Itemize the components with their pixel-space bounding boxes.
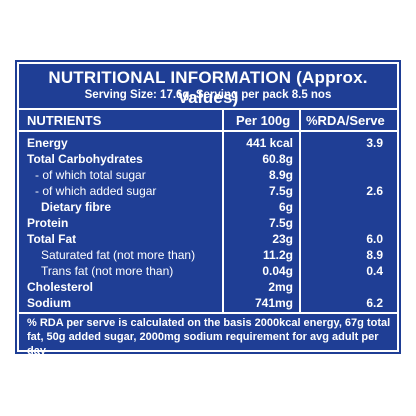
nutrient-name: - of which added sugar [35,184,157,198]
header-nutrients: NUTRIENTS [27,113,102,128]
nutrient-value: 60.8g [262,152,293,166]
divider-footnote [19,312,397,314]
nutrient-name: Total Carbohydrates [27,152,143,166]
nutrient-rda: 8.9 [366,248,383,262]
row-sodium: Sodium 741mg 6.2 [19,296,397,312]
header-per-100g: Per 100g [236,113,291,128]
nutrient-name: Cholesterol [27,280,94,294]
nutrient-value: 741mg [254,296,293,310]
row-added-sugar: - of which added sugar 7.5g 2.6 [19,184,397,200]
row-energy: Energy 441 kcal 3.9 [19,136,397,152]
nutrient-name: Energy [27,136,68,150]
rda-footnote: % RDA per serve is calculated on the bas… [27,317,391,357]
divider-top [19,108,397,110]
nutrient-rda: 0.4 [366,264,383,278]
divider-header [19,130,397,132]
row-total-carbohydrates: Total Carbohydrates 60.8g [19,152,397,168]
panel-title: NUTRITIONAL INFORMATION (Approx. Values) [48,68,368,107]
nutrient-rda: 6.0 [366,232,383,246]
nutrient-value: 23g [272,232,293,246]
header-rda: %RDA/Serve [306,113,385,128]
nutrient-value: 11.2g [262,248,293,262]
nutrient-value: 2mg [268,280,293,294]
nutrient-name: Total Fat [27,232,77,246]
nutrient-value: 7.5g [268,216,293,230]
nutrient-value: 8.9g [268,168,293,182]
nutrient-name: Protein [27,216,69,230]
row-protein: Protein 7.5g [19,216,397,232]
column-divider-2 [299,108,301,313]
nutrition-panel: NUTRITIONAL INFORMATION (Approx. Values)… [15,60,401,357]
row-cholesterol: Cholesterol 2mg [19,280,397,296]
nutrient-rda: 3.9 [366,136,383,150]
nutrient-name: Trans fat (not more than) [41,264,174,278]
nutrient-value: 441 kcal [246,136,293,150]
nutrient-rda: 6.2 [366,296,383,310]
column-divider-1 [222,108,224,313]
row-total-sugar: - of which total sugar 8.9g [19,168,397,184]
nutrient-value: 7.5g [268,184,293,198]
nutrient-value: 6g [278,200,293,214]
row-dietary-fibre: Dietary fibre 6g [19,200,397,216]
row-trans-fat: Trans fat (not more than) 0.04g 0.4 [19,264,397,280]
nutrient-name: Saturated fat (not more than) [41,248,196,262]
nutrient-rda: 2.6 [366,184,383,198]
nutrient-name: - of which total sugar [35,168,146,182]
nutrient-name: Dietary fibre [41,200,112,214]
row-total-fat: Total Fat 23g 6.0 [19,232,397,248]
serving-info: Serving Size: 17.6g, Serving per pack 8.… [84,89,332,101]
nutrient-name: Sodium [27,296,71,310]
nutrient-value: 0.04g [262,264,293,278]
row-saturated-fat: Saturated fat (not more than) 11.2g 8.9 [19,248,397,264]
